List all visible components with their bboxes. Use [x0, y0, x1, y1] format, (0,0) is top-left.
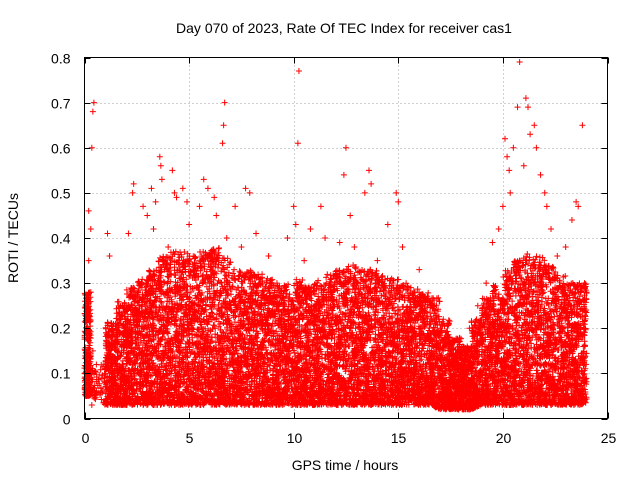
data-point: [84, 297, 91, 304]
data-point: [103, 379, 110, 386]
data-point: [114, 298, 121, 305]
data-point: [84, 306, 91, 313]
data-point: [102, 357, 109, 364]
data-point: [119, 357, 126, 364]
data-point: [259, 271, 266, 278]
data-point: [105, 346, 112, 353]
data-point: [108, 327, 115, 334]
data-point: [106, 357, 113, 364]
data-points: [81, 59, 590, 413]
data-point: [107, 354, 114, 361]
data-point: [102, 324, 109, 331]
data-point: [107, 377, 114, 384]
data-point: [108, 362, 115, 369]
data-point: [106, 392, 113, 399]
data-point: [104, 373, 111, 380]
data-point: [146, 267, 153, 274]
data-point: [82, 347, 89, 354]
chart-title: Day 070 of 2023, Rate Of TEC Index for r…: [176, 20, 512, 36]
data-point: [102, 366, 109, 373]
data-point: [97, 389, 104, 396]
data-point: [216, 297, 223, 304]
data-point: [85, 299, 92, 306]
data-point: [105, 320, 112, 327]
data-point: [172, 272, 179, 279]
data-point: [90, 384, 97, 391]
data-point: [96, 371, 103, 378]
data-point: [103, 383, 110, 390]
data-point: [85, 304, 92, 311]
data-point: [94, 382, 101, 389]
data-point: [197, 249, 204, 256]
data-point: [95, 376, 102, 383]
data-point: [92, 369, 99, 376]
data-point: [87, 350, 94, 357]
data-point: [87, 294, 94, 301]
data-point: [85, 344, 92, 351]
data-point: [107, 364, 114, 371]
data-point: [86, 345, 93, 352]
data-point: [103, 396, 110, 403]
data-point: [89, 392, 96, 399]
data-point: [104, 331, 111, 338]
data-point: [176, 383, 183, 390]
data-point: [108, 398, 115, 405]
data-point: [86, 313, 93, 320]
data-point: [106, 341, 113, 348]
data-point: [109, 323, 116, 330]
data-point: [86, 332, 93, 339]
data-point: [103, 351, 110, 358]
data-point: [82, 312, 89, 319]
data-point: [109, 352, 116, 359]
data-point: [91, 395, 98, 402]
data-point: [89, 376, 96, 383]
data-point: [231, 266, 238, 273]
data-point: [109, 336, 116, 343]
